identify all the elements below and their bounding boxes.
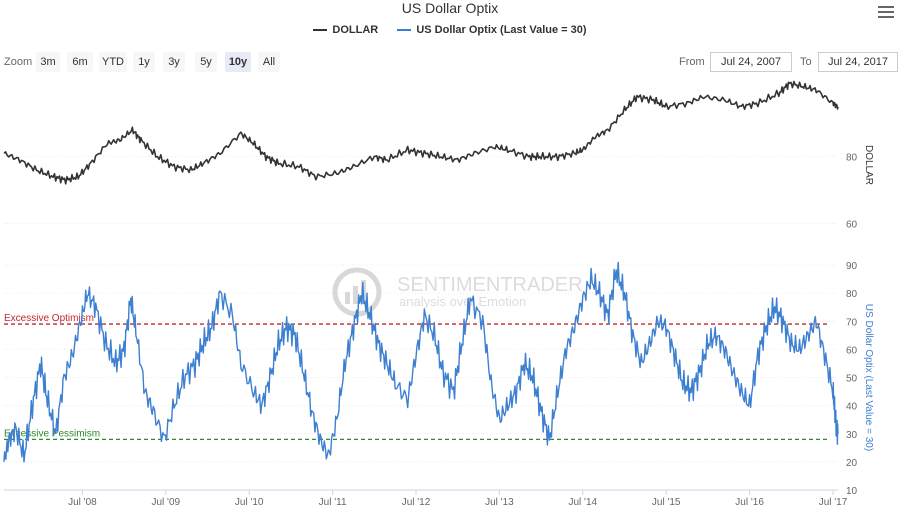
x-tick-label-8: Jul '16 [735, 497, 764, 507]
y-tick-label-p1-7: 80 [846, 289, 858, 300]
x-tick-label-0: Jul '08 [68, 497, 97, 507]
legend-item-optix[interactable]: US Dollar Optix (Last Value = 30) [397, 24, 587, 36]
legend-swatch-optix [397, 29, 412, 31]
y-tick-label-p1-1: 20 [846, 458, 858, 469]
legend-label-dollar: DOLLAR [332, 24, 379, 36]
series-line-p1-0[interactable] [3, 261, 839, 463]
zoom-all-button[interactable]: All [258, 52, 280, 72]
y-tick-label-p1-4: 50 [846, 374, 858, 385]
y-tick-label-p1-8: 90 [846, 261, 858, 272]
watermark-bar-1 [345, 292, 350, 304]
zoom-5y-button[interactable]: 5y [195, 52, 217, 72]
zoom-6m-button[interactable]: 6m [67, 52, 93, 72]
zoom-1y-button[interactable]: 1y [133, 52, 155, 72]
zoom-10y-button[interactable]: 10y [225, 52, 251, 72]
x-tick-label-5: Jul '13 [485, 497, 514, 507]
range-from-input[interactable]: Jul 24, 2007 [710, 52, 792, 72]
series-lines[interactable] [3, 80, 839, 463]
threshold-label-0: Excessive Optimism [4, 313, 94, 324]
legend-label-optix: US Dollar Optix (Last Value = 30) [416, 24, 587, 36]
y-tick-label-p1-6: 70 [846, 317, 858, 328]
x-tick-label-9: Jul '17 [819, 497, 848, 507]
legend-item-dollar[interactable]: DOLLAR [313, 24, 378, 36]
range-from-label: From [679, 56, 705, 68]
y-tick-label-p1-3: 40 [846, 402, 858, 413]
menu-icon[interactable] [878, 6, 894, 20]
x-tick-label-2: Jul '10 [235, 497, 264, 507]
range-to-label: To [800, 56, 812, 68]
y-tick-label-p1-5: 60 [846, 345, 858, 356]
y-tick-label-p1-0: 10 [846, 486, 858, 497]
y-tick-label-p0-0: 60 [846, 219, 858, 230]
zoom-3y-button[interactable]: 3y [163, 52, 185, 72]
watermark-brand: SENTIMENTRADER [397, 274, 583, 296]
threshold-label-1: Excessive Pessimism [4, 428, 100, 439]
zoom-3m-button[interactable]: 3m [36, 52, 60, 72]
chart-title: US Dollar Optix [401, 0, 499, 16]
legend-swatch-dollar [313, 29, 328, 31]
y-tick-label-p1-2: 30 [846, 430, 858, 441]
watermark-tagline: analysis over Emotion [399, 294, 526, 309]
annotations: Excessive Optimism Excessive Pessimism [4, 313, 830, 441]
range-to-input[interactable]: Jul 24, 2017 [818, 52, 898, 72]
x-tick-label-6: Jul '14 [568, 497, 597, 507]
legend: DOLLAR US Dollar Optix (Last Value = 30) [0, 22, 900, 36]
y-axis-title-p0: DOLLAR [863, 145, 874, 185]
watermark-bar-2 [353, 286, 358, 304]
x-axis: Jul '08 Jul '09 Jul '10 Jul '11 Jul '12 Jul '… [4, 489, 848, 507]
watermark: SENTIMENTRADER analysis over Emotion [332, 267, 583, 317]
zoom-label: Zoom [4, 56, 33, 68]
series-line-p0-0[interactable] [3, 80, 839, 185]
y-axes: 60 80 DOLLAR 10 20 30 40 50 60 70 80 90 US Dollar Op… [846, 145, 874, 497]
y-tick-label-p0-1: 80 [846, 153, 858, 164]
x-tick-label-7: Jul '15 [652, 497, 681, 507]
y-axis-title-p1: US Dollar Optix (Last Value = 30) [863, 304, 874, 451]
x-tick-label-1: Jul '09 [151, 497, 180, 507]
x-tick-label-4: Jul '12 [402, 497, 431, 507]
x-tick-label-3: Jul '11 [319, 497, 347, 507]
zoom-ytd-button[interactable]: YTD [99, 52, 127, 72]
